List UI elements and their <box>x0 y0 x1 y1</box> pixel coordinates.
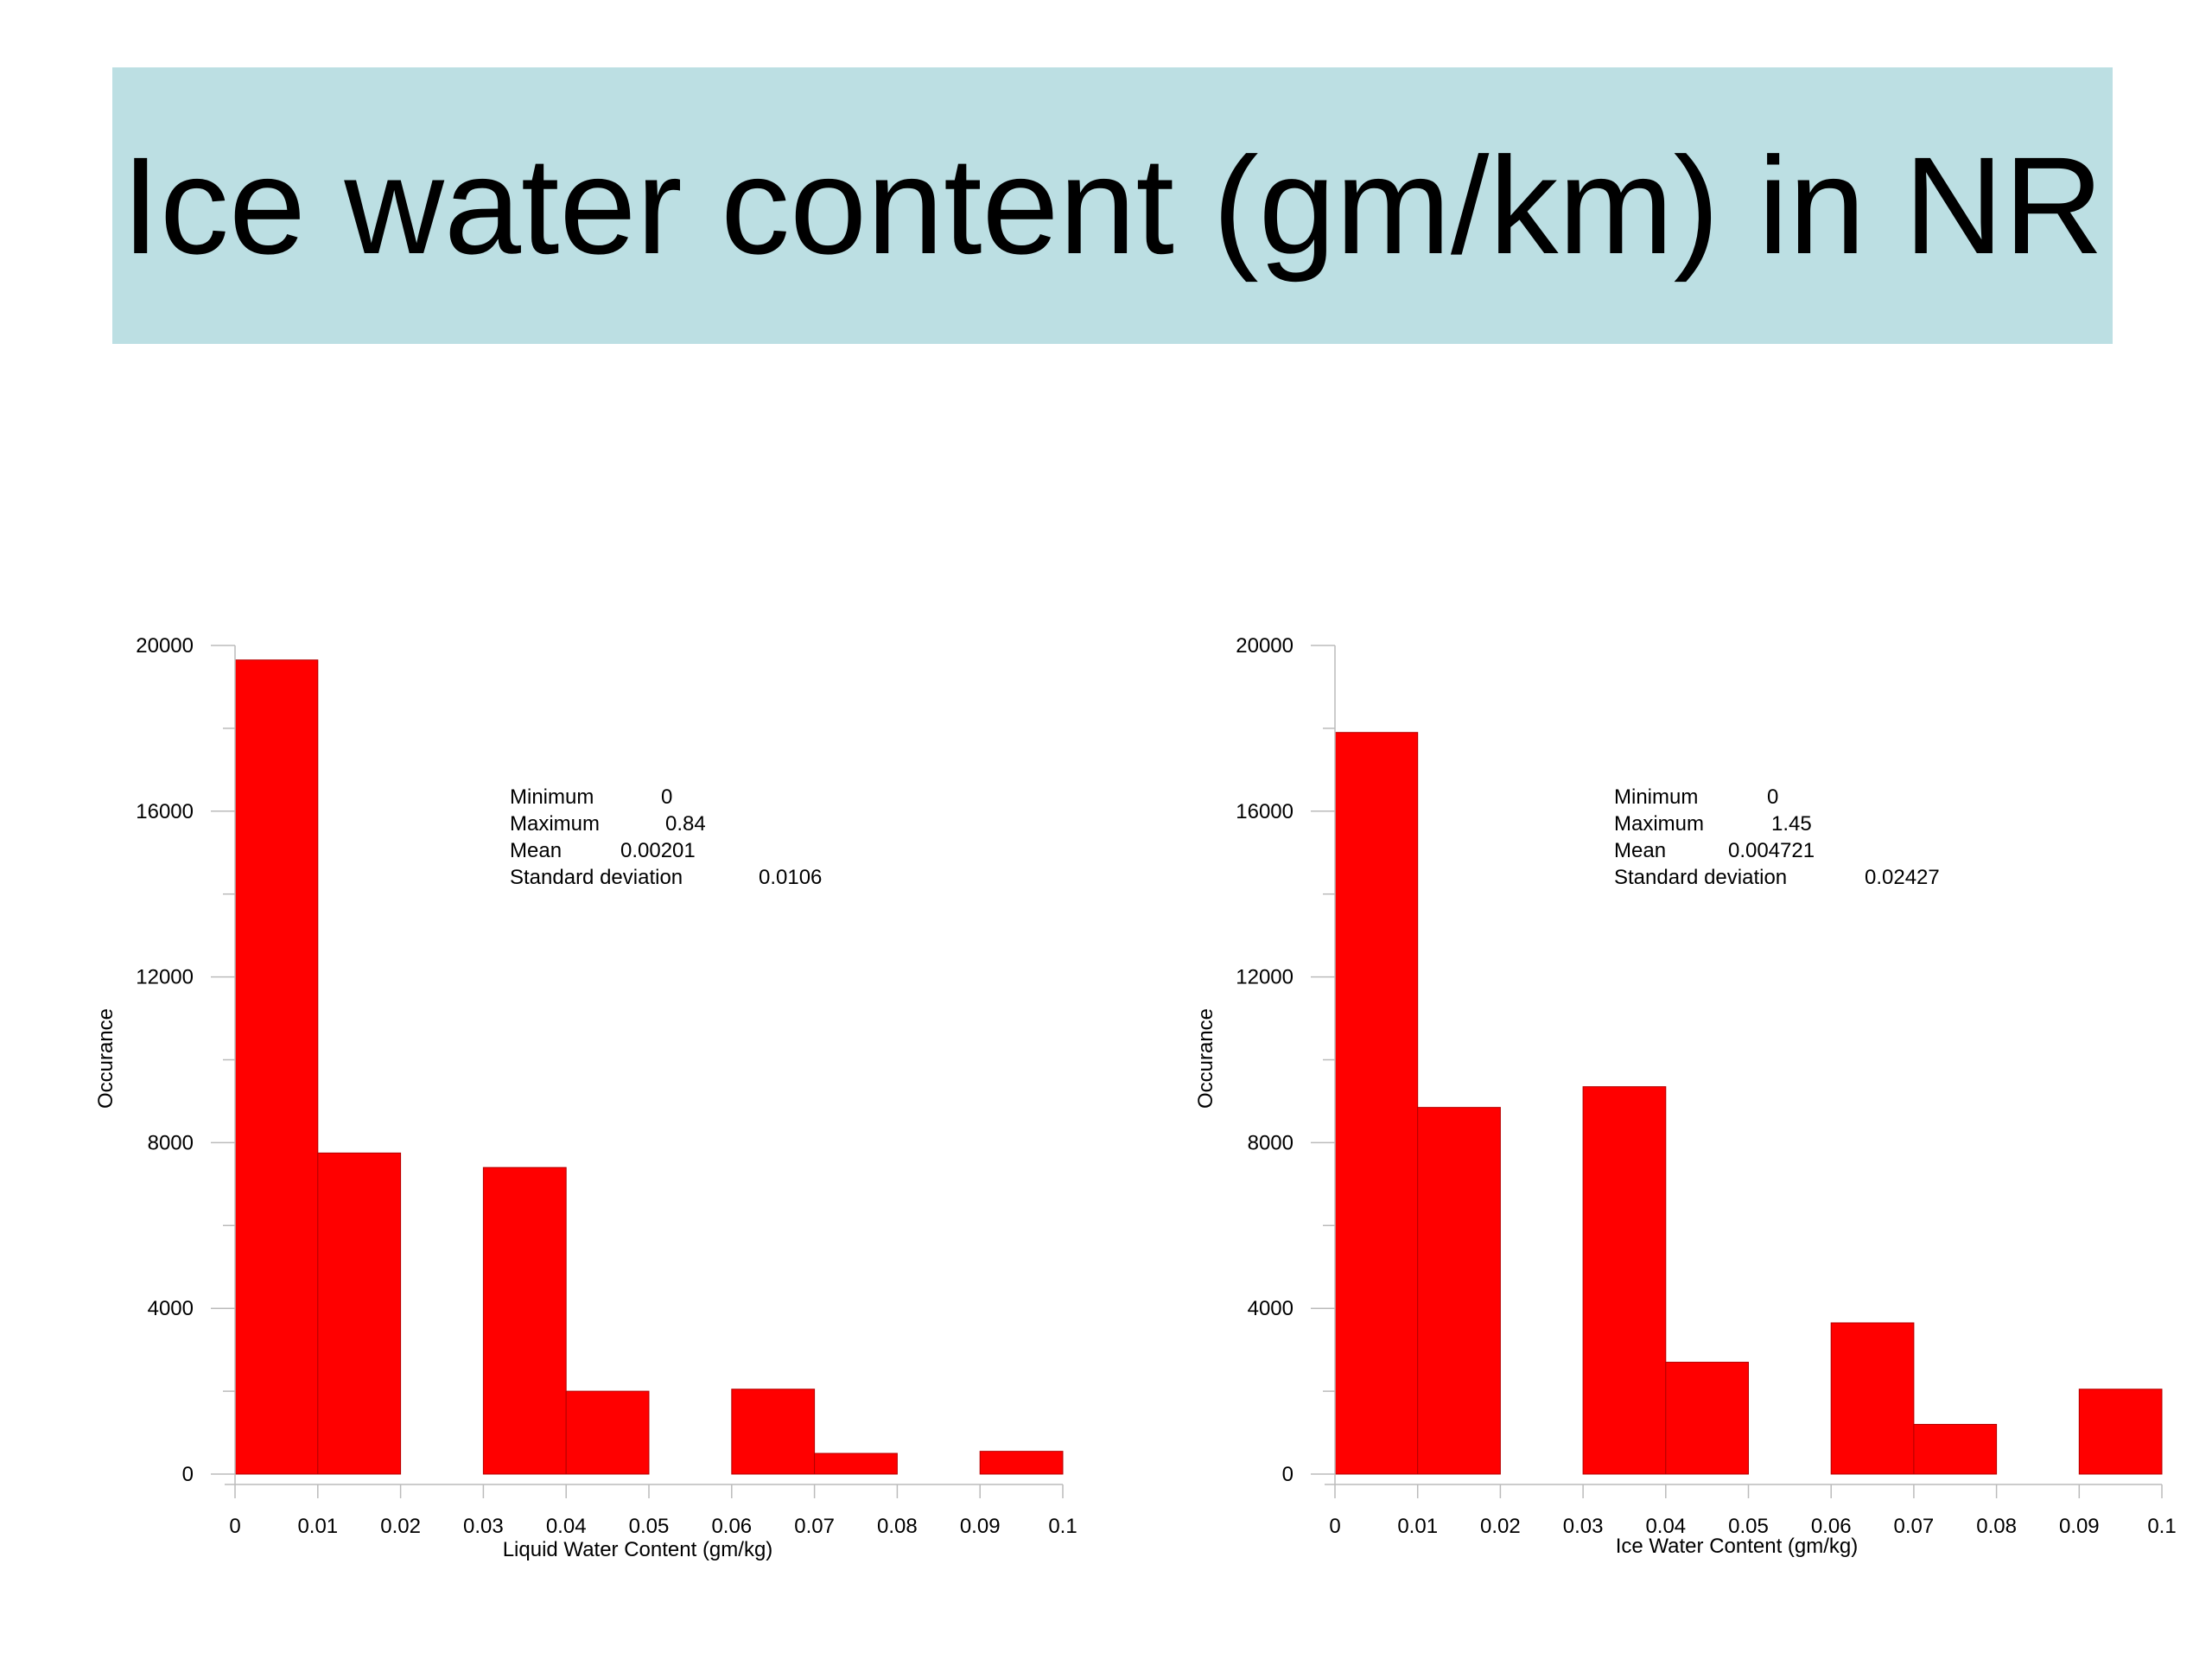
x-tick-label: 0.03 <box>463 1515 504 1538</box>
y-tick-label: 12000 <box>136 966 194 989</box>
y-tick-label: 0 <box>182 1463 194 1486</box>
stat-value: 0.00201 <box>620 839 696 862</box>
y-tick-label: 0 <box>1282 1463 1294 1486</box>
histogram-bar <box>979 1451 1064 1475</box>
statistics-box: Minimum 0 Maximum 1.45 Mean 0.004721 Standard … <box>1614 785 1940 889</box>
x-tick-label: 0.06 <box>711 1515 752 1538</box>
stat-label: Standard deviation <box>1614 866 1787 889</box>
x-tick-label: 0.1 <box>2147 1515 2176 1538</box>
y-tick-label: 8000 <box>1248 1131 1294 1154</box>
x-tick-label: 0.05 <box>629 1515 670 1538</box>
histogram-bar <box>2078 1389 2163 1475</box>
chart-ticks: 0 4000 8000 12000 16000 20000 0 0.01 0.02 0.03 0.0… <box>136 634 1077 1538</box>
stat-label: Mean <box>1614 839 1666 862</box>
histogram-bar <box>1913 1423 1998 1475</box>
x-tick-label: 0.04 <box>546 1515 587 1538</box>
histogram-bar <box>565 1390 650 1475</box>
histogram-bar <box>731 1389 816 1475</box>
stat-value: 0.0106 <box>759 866 822 889</box>
histogram-bar <box>1830 1322 1915 1475</box>
stat-label: Standard deviation <box>510 866 683 889</box>
stat-value: 0.02427 <box>1865 866 1940 889</box>
liquid-water-histogram: 0 4000 8000 12000 16000 20000 0 0.01 0.02 0.03 0.0… <box>94 634 1077 1561</box>
histogram-bars <box>234 659 1064 1475</box>
x-tick-label: 0.09 <box>960 1515 1001 1538</box>
y-tick-label: 4000 <box>1248 1297 1294 1320</box>
histogram-bar <box>814 1452 898 1475</box>
x-tick-label: 0.01 <box>297 1515 338 1538</box>
x-tick-label: 0.06 <box>1811 1515 1852 1538</box>
x-axis-label: Liquid Water Content (gm/kg) <box>503 1538 773 1561</box>
x-tick-label: 0.02 <box>1480 1515 1521 1538</box>
y-axis-label: Occurance <box>94 1008 118 1109</box>
histogram-bar <box>317 1152 402 1475</box>
x-axis-label: Ice Water Content (gm/kg) <box>1616 1535 1859 1558</box>
histogram-bar <box>234 659 319 1475</box>
stat-value: 0.004721 <box>1728 839 1815 862</box>
x-tick-label: 0.08 <box>877 1515 918 1538</box>
x-tick-label: 0.1 <box>1048 1515 1077 1538</box>
stat-value: 0 <box>661 785 672 809</box>
stat-value: 0 <box>1767 785 1778 809</box>
y-tick-label: 4000 <box>148 1297 194 1320</box>
histogram-bar <box>1582 1086 1667 1475</box>
y-tick-label: 16000 <box>1236 800 1294 823</box>
x-tick-label: 0.05 <box>1728 1515 1769 1538</box>
histogram-bar <box>482 1166 567 1475</box>
statistics-box: Minimum 0 Maximum 0.84 Mean 0.00201 Standard d… <box>510 785 822 889</box>
stat-value: 1.45 <box>1771 812 1812 836</box>
x-tick-label: 0.03 <box>1563 1515 1604 1538</box>
x-tick-label: 0.01 <box>1397 1515 1438 1538</box>
histogram-bar <box>1417 1107 1501 1475</box>
stat-label: Minimum <box>1614 785 1698 809</box>
x-tick-label: 0.07 <box>1894 1515 1935 1538</box>
x-tick-label: 0 <box>229 1515 240 1538</box>
chart-axes <box>225 645 1063 1485</box>
x-tick-label: 0.07 <box>794 1515 835 1538</box>
histogram-bars <box>1334 732 2163 1475</box>
histogram-bar <box>1665 1362 1750 1475</box>
title-banner: Ice water content (gm/km) in NR <box>112 67 2113 344</box>
y-tick-label: 8000 <box>148 1131 194 1154</box>
stat-value: 0.84 <box>665 812 706 836</box>
x-tick-label: 0.02 <box>380 1515 421 1538</box>
y-tick-label: 20000 <box>136 634 194 658</box>
x-tick-label: 0.04 <box>1645 1515 1686 1538</box>
y-tick-label: 16000 <box>136 800 194 823</box>
chart-axes <box>1325 645 2162 1485</box>
y-tick-label: 20000 <box>1236 634 1294 658</box>
chart-ticks: 0 4000 8000 12000 16000 20000 0 0.01 0.02 0.03 0.0… <box>1236 634 2176 1538</box>
x-tick-label: 0.08 <box>1976 1515 2017 1538</box>
slide-title: Ice water content (gm/km) in NR <box>121 128 2104 283</box>
stat-label: Maximum <box>1614 812 1704 836</box>
y-axis-label: Occurance <box>1194 1008 1217 1109</box>
ice-water-histogram: 0 4000 8000 12000 16000 20000 0 0.01 0.02 0.03 0.0… <box>1194 634 2177 1558</box>
y-tick-label: 12000 <box>1236 966 1294 989</box>
stat-label: Maximum <box>510 812 600 836</box>
histogram-bar <box>1334 732 1419 1475</box>
stat-label: Mean <box>510 839 562 862</box>
x-tick-label: 0.09 <box>2059 1515 2100 1538</box>
x-tick-label: 0 <box>1329 1515 1340 1538</box>
stat-label: Minimum <box>510 785 594 809</box>
